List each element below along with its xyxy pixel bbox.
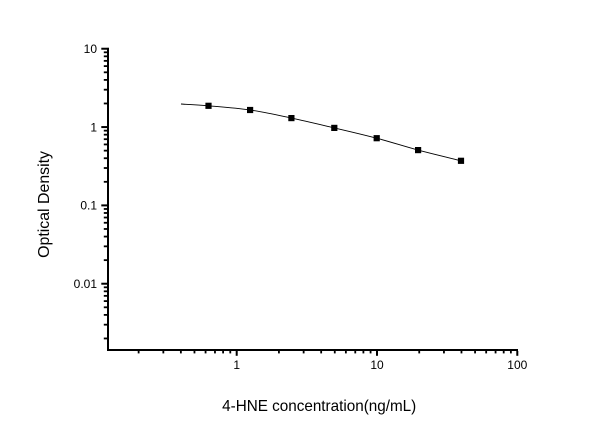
svg-text:1: 1 <box>233 358 240 372</box>
svg-text:Optical Density: Optical Density <box>36 151 53 258</box>
svg-text:4-HNE concentration(ng/mL): 4-HNE concentration(ng/mL) <box>222 398 416 415</box>
svg-text:10: 10 <box>84 42 98 56</box>
svg-text:10: 10 <box>370 358 384 372</box>
svg-text:100: 100 <box>507 358 527 372</box>
svg-text:1: 1 <box>90 120 97 134</box>
svg-text:0.1: 0.1 <box>80 199 97 213</box>
svg-text:0.01: 0.01 <box>74 277 98 291</box>
